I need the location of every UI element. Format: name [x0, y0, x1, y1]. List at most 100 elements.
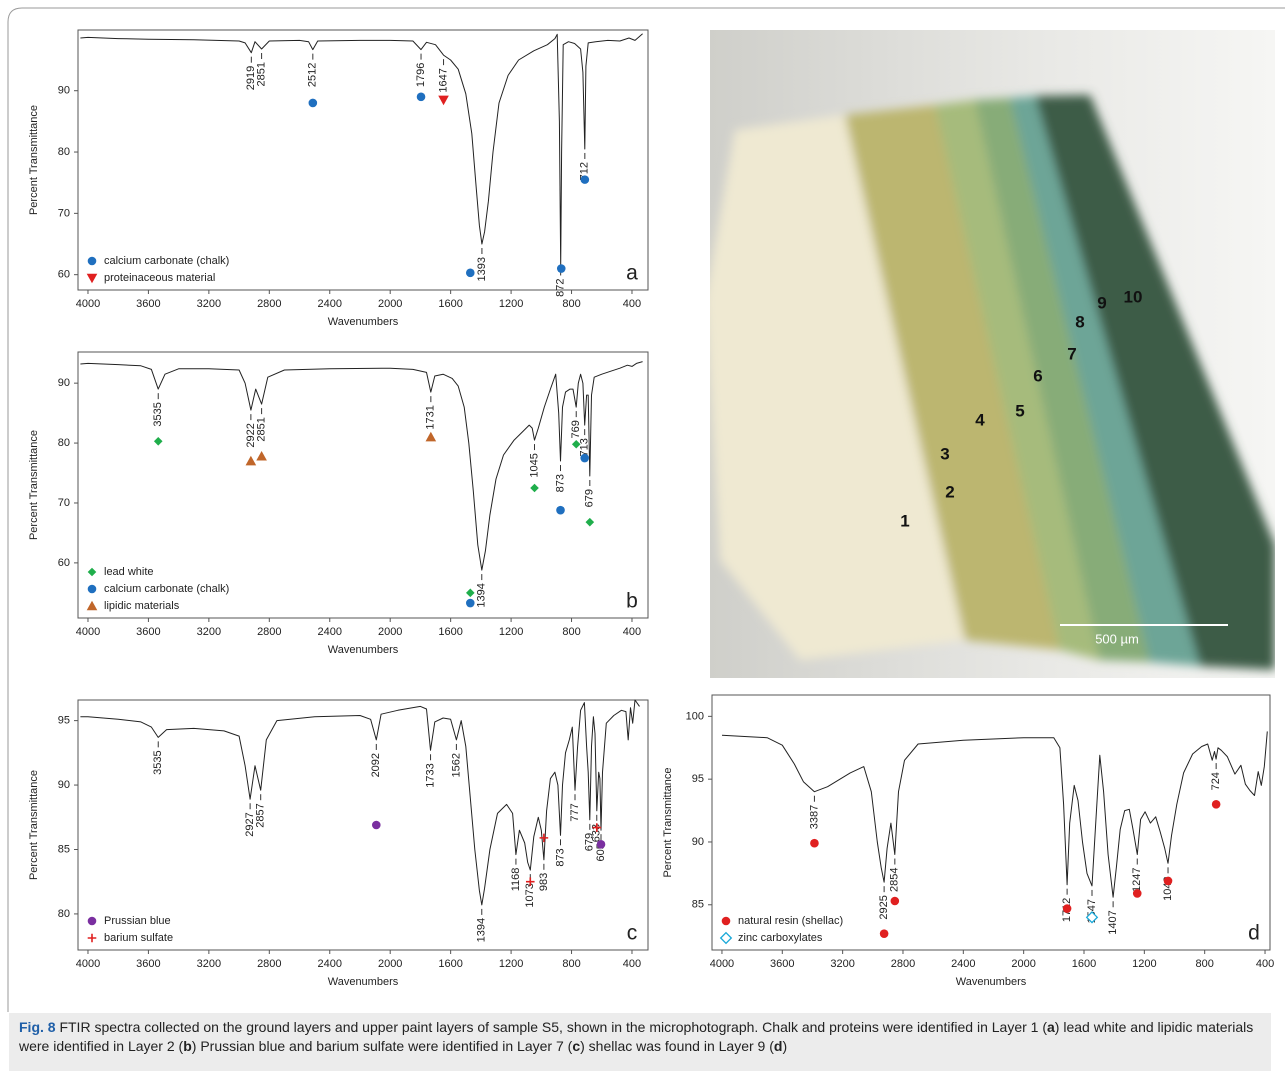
x-tick-label: 1200	[499, 958, 523, 970]
legend-marker	[87, 933, 97, 943]
peak-label: 2857	[255, 803, 267, 827]
peak-label: 2092	[370, 753, 382, 777]
figure: 500 µm 1 2 3 4 5 6 7 8 9 10 4000 3600 3200…	[7, 7, 1285, 1012]
band-marker	[465, 588, 475, 598]
legend-marker	[86, 273, 98, 284]
peak-label: 1731	[425, 405, 437, 429]
band-marker	[556, 264, 566, 273]
layer-olive	[845, 105, 1060, 650]
x-tick-label: 800	[562, 626, 580, 638]
x-tick-label: 2400	[318, 958, 342, 970]
peak-label: 2851	[256, 417, 268, 441]
caption-panel-ref: c	[572, 1038, 581, 1054]
y-axis-label: Percent Transmittance	[28, 770, 40, 880]
x-tick-label: 2000	[378, 626, 402, 638]
layer-number: 10	[1124, 287, 1143, 306]
peak-label: 1394	[476, 918, 488, 942]
peak-label: 2925	[878, 895, 890, 919]
peak-label: 712	[579, 162, 591, 180]
legend-label: proteinaceous material	[104, 272, 215, 284]
panel-letter: a	[626, 262, 638, 285]
caption-text: FTIR spectra collected on the ground lay…	[55, 1019, 1047, 1035]
x-tick-label: 3200	[830, 958, 854, 970]
y-tick-label: 90	[58, 85, 70, 97]
plot-frame	[77, 29, 649, 291]
spectrum-chart: 4000 3600 3200 2800 2400 2000 1600 1200 800 400 60…	[28, 351, 649, 656]
x-tick-label: 400	[1256, 958, 1274, 970]
layer-green	[975, 98, 1150, 662]
plot-frame	[711, 694, 1271, 951]
layer-teal	[1010, 96, 1200, 666]
x-tick-label: 2000	[378, 298, 402, 310]
layer-number: 2	[945, 482, 954, 501]
caption-text: ) shellac was found in Layer 9 (	[580, 1038, 774, 1054]
x-tick-label: 1200	[499, 298, 523, 310]
y-tick-label: 90	[692, 836, 704, 848]
spectrum-chart: 4000 3600 3200 2800 2400 2000 1600 1200 800 400 80…	[28, 699, 649, 988]
x-tick-label: 4000	[710, 958, 734, 970]
peak-label: 3535	[152, 750, 164, 774]
layer-ground	[710, 115, 965, 660]
caption: Fig. 8 FTIR spectra collected on the gro…	[9, 1013, 1271, 1071]
peak-label: 872	[555, 278, 567, 296]
x-tick-label: 2000	[378, 958, 402, 970]
x-tick-label: 3600	[136, 958, 160, 970]
x-tick-label: 2400	[318, 298, 342, 310]
band-marker	[425, 431, 437, 442]
y-tick-label: 60	[58, 557, 70, 569]
band-marker	[525, 877, 535, 887]
y-tick-label: 85	[58, 843, 70, 855]
x-tick-label: 4000	[76, 958, 100, 970]
x-tick-label: 2000	[1011, 958, 1035, 970]
band-marker	[1062, 904, 1072, 913]
legend-marker	[721, 916, 731, 926]
layer-number: 5	[1015, 401, 1024, 420]
plot-frame	[77, 699, 649, 951]
layer-number: 4	[975, 410, 985, 429]
band-marker	[1163, 876, 1173, 886]
x-tick-label: 1600	[438, 958, 462, 970]
y-axis-label: Percent Transmittance	[662, 767, 674, 877]
spectrum-line	[721, 731, 1268, 898]
legend-label: natural resin (shellac)	[738, 915, 843, 927]
peak-label: 2919	[245, 66, 257, 90]
x-tick-label: 1200	[499, 626, 523, 638]
layer-number: 1	[900, 511, 909, 530]
y-tick-label: 85	[692, 899, 704, 911]
spectrum-line	[80, 699, 640, 906]
legend-marker	[86, 600, 98, 611]
layer-light-green	[935, 100, 1100, 660]
peak-label: 679	[584, 489, 596, 507]
x-tick-label: 3600	[136, 298, 160, 310]
band-marker	[580, 453, 589, 463]
peak-label: 2851	[256, 62, 268, 86]
x-tick-label: 3600	[136, 626, 160, 638]
peak-label: 777	[569, 803, 581, 821]
y-tick-label: 70	[58, 207, 70, 219]
band-marker	[890, 896, 900, 906]
x-tick-label: 400	[623, 626, 641, 638]
x-tick-label: 4000	[76, 626, 100, 638]
y-tick-label: 95	[692, 773, 704, 785]
caption-panel-ref: b	[183, 1038, 192, 1054]
layer-number: 3	[940, 444, 949, 463]
panel-letter: d	[1248, 922, 1260, 945]
band-marker	[556, 505, 565, 515]
peak-label: 769	[570, 420, 582, 438]
x-tick-label: 4000	[76, 298, 100, 310]
legend-marker	[87, 567, 97, 577]
x-tick-label: 800	[1196, 958, 1214, 970]
peak-label: 1073	[524, 883, 536, 907]
x-tick-label: 2800	[257, 626, 281, 638]
spectrum-chart: 4000 3600 3200 2800 2400 2000 1600 1200 800 400 85…	[662, 694, 1274, 988]
peak-label: 1796	[415, 63, 427, 87]
x-tick-label: 2800	[891, 958, 915, 970]
caption-label: Fig. 8	[19, 1019, 56, 1035]
y-tick-label: 100	[686, 710, 704, 722]
band-marker	[1211, 799, 1221, 809]
peak-label: 1647	[437, 68, 449, 92]
panel-letter: c	[627, 922, 638, 945]
legend-marker	[87, 256, 97, 266]
peak-label: 2927	[244, 812, 256, 836]
